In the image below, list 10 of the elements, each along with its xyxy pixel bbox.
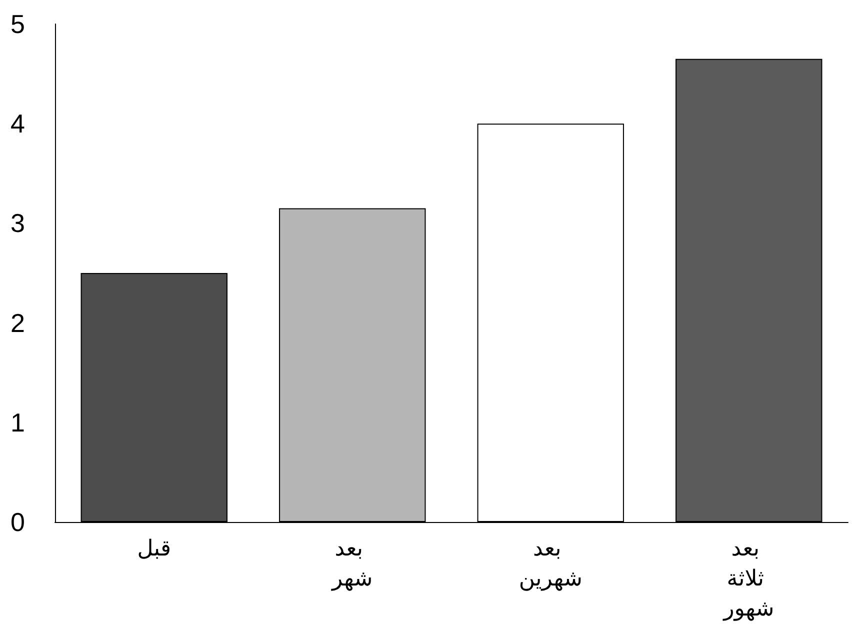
x-tick-label: بعد شهر: [331, 536, 373, 592]
x-tick-label: قبل: [137, 536, 172, 562]
y-tick-label: 3: [10, 208, 25, 238]
x-tick-label: بعد ثلاثة شهور: [722, 536, 774, 622]
y-tick-label: 2: [10, 308, 25, 338]
y-tick-label: 0: [10, 507, 25, 537]
y-tick-label: 4: [10, 108, 25, 139]
x-tick-label: بعد شهرين: [518, 536, 582, 592]
y-tick-label: 1: [10, 407, 25, 438]
y-tick-label: 5: [10, 9, 25, 39]
